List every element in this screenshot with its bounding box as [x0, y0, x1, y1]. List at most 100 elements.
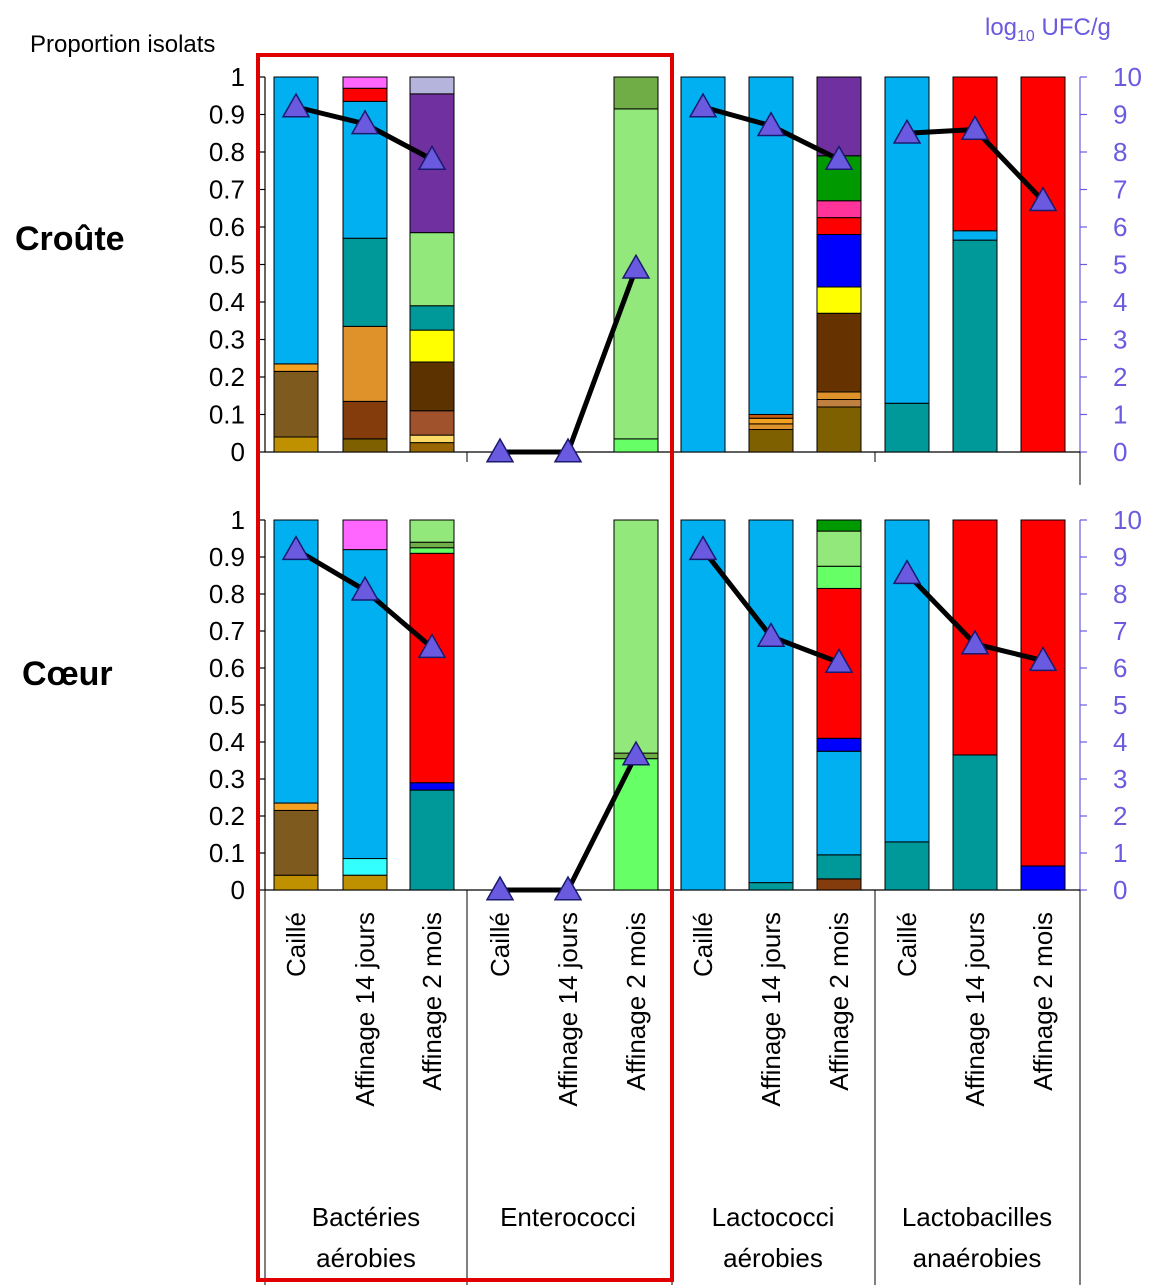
y-right-tick-label: 1 — [1113, 838, 1127, 868]
bar-segment — [816, 312, 862, 393]
category-label: Caillé — [485, 912, 515, 977]
bar-segment — [342, 438, 388, 453]
y-left-tick-label: 0.3 — [209, 764, 245, 794]
group-label-line1: Enterococci — [500, 1202, 636, 1232]
y-right-tick-label: 5 — [1113, 690, 1127, 720]
bar-segment — [748, 519, 794, 884]
bar-segment — [409, 541, 455, 549]
y-right-tick-label: 5 — [1113, 250, 1127, 280]
y-right-tick-label: 0 — [1113, 875, 1127, 905]
category-label: Affinage 2 mois — [621, 912, 651, 1091]
group-label-line1: Lactococci — [712, 1202, 835, 1232]
log-ufc-marker — [417, 633, 447, 659]
bar-segment — [613, 519, 659, 754]
group-label-line1: Lactobacilles — [902, 1202, 1052, 1232]
bar-segment — [342, 400, 388, 440]
bar-segment — [816, 519, 862, 532]
log-ufc-marker — [960, 114, 990, 140]
bar-segment — [613, 758, 659, 891]
bar-segment — [409, 305, 455, 331]
bar-segment — [409, 782, 455, 791]
group-labels: Bactéries aérobies Enterococci Lactococci aé… — [312, 1202, 1052, 1273]
log-ufc-marker — [350, 109, 380, 135]
category-label: Affinage 14 jours — [960, 912, 990, 1107]
bar-segment — [342, 76, 388, 89]
y-right-axis-title-main: log — [985, 14, 1017, 41]
bar-segment — [273, 874, 319, 891]
y-left-tick-label: 0.9 — [209, 100, 245, 130]
bar-segment — [816, 286, 862, 314]
bar-segment — [409, 552, 455, 784]
category-label: Caillé — [688, 912, 718, 977]
y-right-tick-label: 4 — [1113, 287, 1127, 317]
y-left-tick-label: 0.9 — [209, 542, 245, 572]
y-right-tick-label: 9 — [1113, 542, 1127, 572]
y-left-axis-title: Proportion isolats — [30, 31, 215, 58]
bar-segment — [816, 750, 862, 856]
log-ufc-marker — [756, 622, 786, 648]
bar-segment — [409, 232, 455, 307]
y-left-tick-label: 0.2 — [209, 362, 245, 392]
y-right-tick-label: 6 — [1113, 653, 1127, 683]
bar-segment — [816, 217, 862, 235]
y-left-tick-label: 0.7 — [209, 175, 245, 205]
log-ufc-marker — [417, 144, 447, 170]
category-label: Affinage 14 jours — [553, 912, 583, 1107]
bar-segment — [273, 519, 319, 804]
bar-segment — [409, 361, 455, 412]
bar-segment — [748, 882, 794, 891]
bar-segment — [613, 438, 659, 453]
y-left-tick-label: 0.5 — [209, 690, 245, 720]
y-right-tick-label: 7 — [1113, 616, 1127, 646]
bar-segment — [748, 423, 794, 430]
bar-segment — [273, 76, 319, 365]
bar-segment — [816, 565, 862, 589]
bar-segment — [273, 370, 319, 438]
y-right-tick-label: 8 — [1113, 137, 1127, 167]
bar-segment — [680, 76, 726, 453]
group-label-line2: aérobies — [316, 1243, 416, 1273]
bar-segment — [409, 76, 455, 95]
category-label: Affinage 14 jours — [350, 912, 380, 1107]
y-left-tick-label: 0.8 — [209, 579, 245, 609]
bar-segment — [409, 789, 455, 891]
bar-segment — [952, 230, 998, 241]
log-ufc-marker — [892, 118, 922, 144]
y-left-tick-label: 0.8 — [209, 137, 245, 167]
log-ufc-marker — [1028, 186, 1058, 212]
bar-segment — [816, 391, 862, 400]
log-ufc-marker — [688, 92, 718, 118]
bar-segment — [613, 76, 659, 110]
log-ufc-marker — [688, 535, 718, 561]
log-ufc-marker — [1028, 646, 1058, 672]
bar-segment — [816, 76, 862, 157]
log-ufc-marker — [621, 253, 651, 279]
bar-segment — [409, 410, 455, 436]
log-ufc-marker — [960, 629, 990, 655]
log-ufc-marker — [485, 875, 515, 901]
group-label-line2: aérobies — [723, 1243, 823, 1273]
y-left-tick-label: 0 — [231, 875, 245, 905]
log-ufc-marker — [892, 559, 922, 585]
y-right-tick-label: 8 — [1113, 579, 1127, 609]
y-left-tick-label: 0.6 — [209, 212, 245, 242]
bar-segment — [952, 754, 998, 891]
y-left-tick-label: 0.2 — [209, 801, 245, 831]
bar-segment — [342, 519, 388, 551]
y-right-tick-label: 6 — [1113, 212, 1127, 242]
panel-label-coeur: Cœur — [22, 655, 113, 693]
log-ufc-marker — [485, 437, 515, 463]
bar-segment — [816, 399, 862, 408]
bar-segment — [273, 802, 319, 811]
y-right-tick-label: 2 — [1113, 362, 1127, 392]
bar-segment — [409, 547, 455, 554]
log-ufc-marker — [553, 437, 583, 463]
y-right-axis-title-subscript: 10 — [1017, 28, 1035, 45]
bar-segment — [816, 530, 862, 567]
bar-segment — [342, 87, 388, 102]
y-left-tick-label: 0.4 — [209, 727, 245, 757]
log-ufc-marker — [621, 740, 651, 766]
y-left-tick-label: 1 — [231, 62, 245, 92]
log-ufc-marker — [281, 535, 311, 561]
bar-segment — [273, 809, 319, 876]
